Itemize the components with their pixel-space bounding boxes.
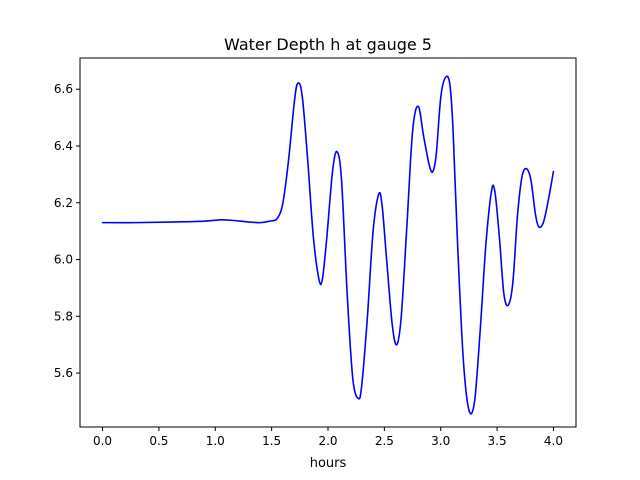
x-tick-label: 2.5 [375,434,394,448]
y-tick-label: 5.8 [54,309,73,323]
x-tick-label: 1.0 [206,434,225,448]
y-tick-label: 6.4 [54,139,73,153]
x-tick-label: 4.0 [544,434,563,448]
x-axis-label: hours [310,456,347,471]
plot-area [101,75,555,415]
x-tick-label: 3.5 [488,434,507,448]
chart-title: Water Depth h at gauge 5 [224,35,432,54]
y-tick-label: 5.6 [54,366,73,380]
y-tick-label: 6.0 [54,253,73,267]
y-tick-label: 6.2 [54,196,73,210]
axes: 0.0 0.5 1.0 1.5 2.0 2.5 3.0 3.5 4.0 5.6 5.8 6.0 6.2 6… [54,57,577,448]
x-tick-label: 0.5 [149,434,168,448]
x-tick-label: 0.0 [93,434,112,448]
x-tick-label: 2.0 [318,434,337,448]
x-tick-label: 3.0 [431,434,450,448]
y-tick-label: 6.6 [54,82,73,96]
x-tick-label: 1.5 [262,434,281,448]
series-line-0 [101,75,555,415]
